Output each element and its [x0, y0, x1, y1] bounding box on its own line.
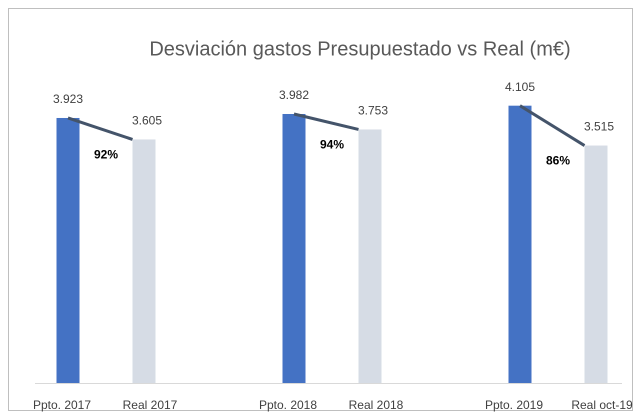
x-tick-label: Real 2017: [123, 398, 178, 412]
value-label: 3.923: [53, 92, 83, 106]
bar: [584, 145, 608, 383]
comparison-line: [519, 104, 586, 147]
x-tick-label: Real oct-19: [571, 398, 633, 412]
ratio-label: 92%: [94, 148, 118, 162]
bar: [508, 105, 532, 383]
value-label: 4.105: [505, 80, 535, 94]
bar: [358, 129, 382, 383]
x-tick-label: Ppto. 2018: [259, 398, 317, 412]
x-tick-label: Ppto. 2017: [33, 398, 91, 412]
bar: [132, 139, 156, 383]
value-label: 3.753: [358, 104, 388, 118]
x-tick-label: Ppto. 2019: [485, 398, 543, 412]
comparison-line: [67, 116, 133, 141]
ratio-label: 94%: [320, 138, 344, 152]
chart-title: Desviación gastos Presupuestado vs Real …: [149, 38, 570, 60]
ratio-label: 86%: [546, 154, 570, 168]
bar: [282, 113, 306, 383]
comparison-line: [293, 112, 359, 131]
value-label: 3.515: [584, 120, 614, 134]
value-label: 3.982: [279, 88, 309, 102]
bar: [56, 117, 80, 383]
value-label: 3.605: [132, 114, 162, 128]
x-tick-label: Real 2018: [349, 398, 404, 412]
chart-frame: [8, 8, 633, 411]
